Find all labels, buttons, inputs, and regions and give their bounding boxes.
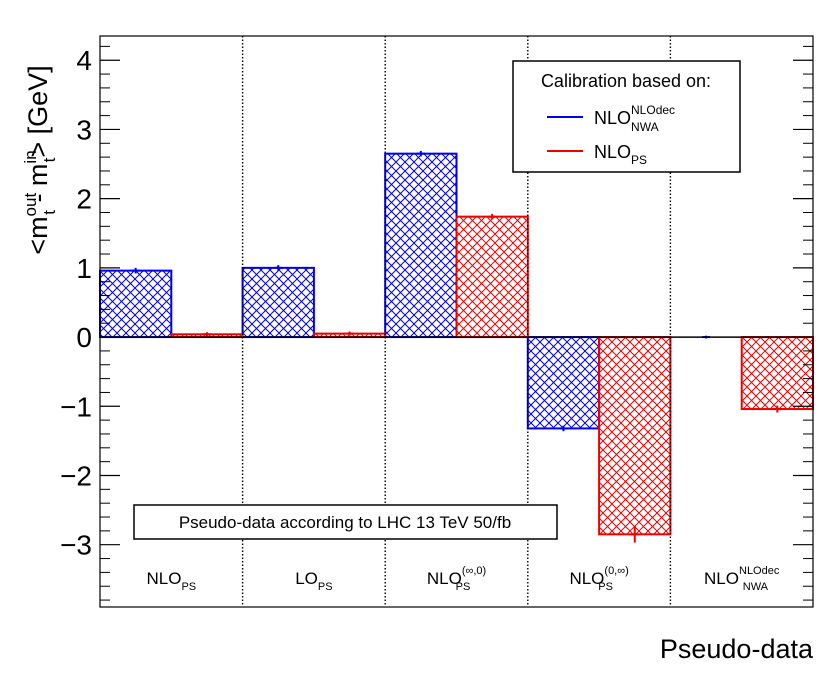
y-tick-label: 4 xyxy=(76,45,92,76)
category-labels: NLOPS LOPS NLO(∞,0) PS NLO(0,∞) PS NLONLOdec NW… xyxy=(146,565,779,593)
y-axis-title: <moutt - mint> [GeV] xyxy=(21,65,59,254)
y-axis: −3 −2 −1 0 1 2 3 4 xyxy=(60,45,813,601)
y-tick-label: −1 xyxy=(60,391,92,422)
legend: Calibration based on: NLONLOdec NWA NLOPS xyxy=(512,60,741,173)
y-tick-label: 3 xyxy=(76,114,92,145)
annotation: Pseudo-data according to LHC 13 TeV 50/f… xyxy=(133,504,558,540)
annotation-text: Pseudo-data according to LHC 13 TeV 50/f… xyxy=(179,513,511,532)
bar-series0-cat0 xyxy=(99,269,173,339)
bars-layer xyxy=(99,150,815,543)
category-label-2: NLO(∞,0) PS xyxy=(427,565,486,593)
category-label-3: NLO(0,∞) PS xyxy=(569,565,628,593)
bar-series0-cat3 xyxy=(526,336,601,430)
bar-series0-cat2 xyxy=(384,152,458,339)
x-axis-title: Pseudo-data xyxy=(660,634,814,664)
annotation-box xyxy=(133,504,558,540)
category-label-0: NLOPS xyxy=(146,569,196,593)
y-tick-label: 1 xyxy=(76,253,92,284)
y-tick-label: 2 xyxy=(76,184,92,215)
plot-frame xyxy=(99,35,814,608)
category-label-1: LOPS xyxy=(295,569,332,593)
category-label-4: NLONLOdec NWA xyxy=(704,565,780,593)
y-tick-label: −3 xyxy=(60,530,92,561)
bar-series0-cat1 xyxy=(241,266,315,339)
bar-series1-cat4 xyxy=(740,336,815,411)
bar-series1-cat3 xyxy=(598,336,672,536)
legend-entry-blue: NLONLOdec NWA xyxy=(594,103,675,134)
legend-title: Calibration based on: xyxy=(541,71,711,91)
bar-series1-cat2 xyxy=(455,215,529,339)
y-tick-label: −2 xyxy=(60,461,92,492)
y-tick-label: 0 xyxy=(76,322,92,353)
legend-entry-red: NLOPS xyxy=(594,142,647,167)
